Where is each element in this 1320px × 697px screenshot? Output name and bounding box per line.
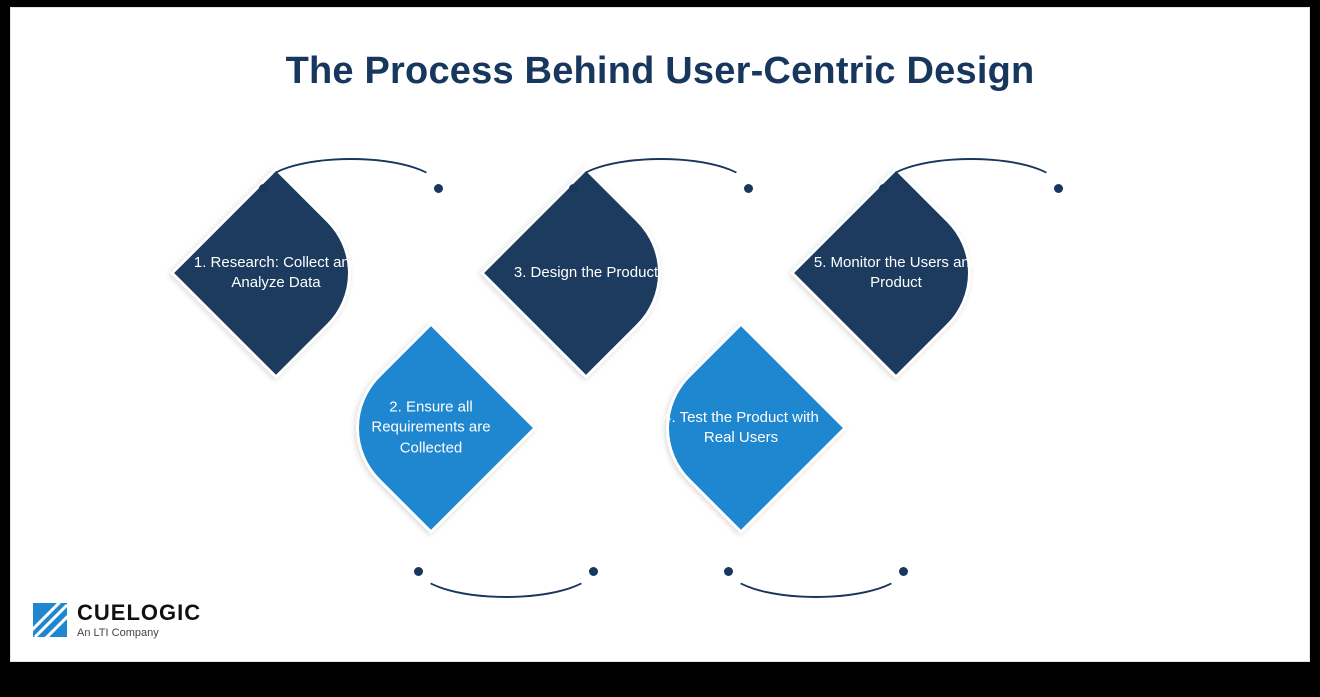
process-node-2: 2. Ensure all Requirements are Collected [325, 322, 537, 534]
logo-text: CUELOGIC An LTI Company [77, 601, 201, 639]
arc-dot [724, 567, 733, 576]
arc-dot [259, 184, 268, 193]
arc-dot [569, 184, 578, 193]
arc-dot [414, 567, 423, 576]
arc-dot [1054, 184, 1063, 193]
arc-3 [571, 158, 751, 218]
logo-name: CUELOGIC [77, 601, 201, 625]
arc-dot [434, 184, 443, 193]
arc-dot [589, 567, 598, 576]
arc-1 [261, 158, 441, 218]
process-node-label-5: 5. Monitor the Users and Product [806, 253, 986, 294]
logo-subtitle: An LTI Company [77, 627, 201, 639]
arc-dot [899, 567, 908, 576]
page-title: The Process Behind User-Centric Design [11, 50, 1309, 93]
diagram-stage: 1. Research: Collect and Analyze Data 2. … [0, 128, 1309, 588]
arc-2 [416, 538, 596, 598]
arc-4 [726, 538, 906, 598]
arc-5 [881, 158, 1061, 218]
process-node-label-1: 1. Research: Collect and Analyze Data [186, 253, 366, 294]
logo-mark-icon [33, 603, 67, 637]
outer-frame: The Process Behind User-Centric Design 1… [0, 0, 1320, 697]
process-node-label-4: 4. Test the Product with Real Users [651, 408, 831, 449]
arc-dot [744, 184, 753, 193]
brand-logo: CUELOGIC An LTI Company [33, 601, 201, 639]
process-node-label-2: 2. Ensure all Requirements are Collected [341, 398, 521, 459]
process-node-4: 4. Test the Product with Real Users [635, 322, 847, 534]
inner-canvas: The Process Behind User-Centric Design 1… [10, 7, 1310, 662]
process-node-label-3: 3. Design the Product [496, 263, 676, 283]
arc-dot [879, 184, 888, 193]
